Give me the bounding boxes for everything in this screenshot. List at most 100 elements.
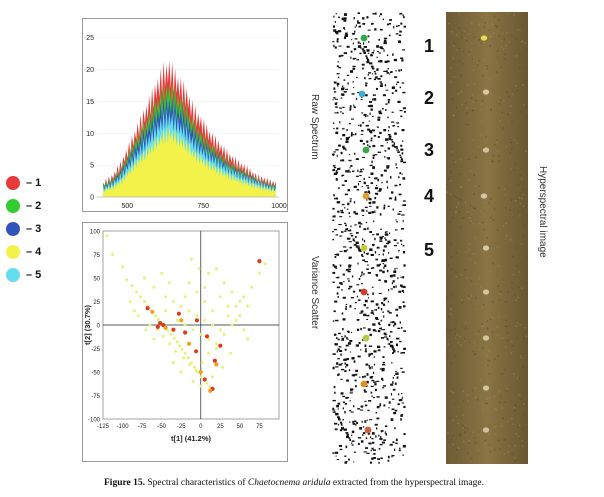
- mask-speck: [391, 362, 393, 364]
- mask-speck: [379, 403, 382, 406]
- hsi-texture: [447, 316, 450, 318]
- mask-speck: [395, 438, 398, 442]
- hsi-texture: [449, 180, 452, 182]
- mask-speck: [348, 159, 352, 162]
- hsi-texture: [491, 160, 493, 162]
- mask-speck: [382, 107, 384, 110]
- hsi-texture: [496, 26, 498, 28]
- mask-speck: [392, 348, 395, 351]
- mask-speck: [379, 188, 382, 191]
- raw-x-tick-label: 750: [197, 203, 209, 210]
- scatter-point-4: [234, 304, 238, 308]
- hsi-texture: [475, 283, 477, 285]
- mask-speck: [378, 254, 380, 256]
- hsi-texture: [499, 395, 502, 398]
- mask-speck: [374, 72, 377, 75]
- scatter-point-4: [218, 295, 222, 299]
- scatter-point-4: [263, 262, 267, 266]
- mask-speck: [333, 409, 336, 411]
- hsi-texture: [505, 206, 507, 209]
- mask-speck: [352, 420, 354, 424]
- hsi-texture: [467, 295, 470, 297]
- mask-speck: [394, 76, 398, 78]
- mask-speck: [360, 46, 362, 49]
- mask-speck: [386, 54, 389, 56]
- scatter-y-tick-label: -25: [91, 347, 100, 353]
- mask-speck: [370, 172, 374, 175]
- hsi-texture: [488, 78, 491, 80]
- mask-speck: [360, 349, 362, 351]
- mask-beetle-marker: [364, 426, 372, 434]
- mask-speck: [333, 81, 337, 84]
- hsi-texture: [475, 297, 477, 299]
- mask-speck: [383, 404, 386, 407]
- mask-speck: [384, 396, 388, 399]
- mask-speck: [377, 306, 380, 309]
- hsi-texture: [507, 113, 510, 115]
- hsi-texture: [493, 375, 495, 377]
- mask-speck: [373, 363, 376, 366]
- mask-speck: [340, 159, 342, 162]
- hsi-texture: [474, 262, 476, 264]
- mask-speck: [340, 392, 344, 395]
- mask-speck: [356, 284, 360, 286]
- hsi-beetle: [482, 289, 490, 295]
- hsi-texture: [446, 328, 449, 330]
- mask-speck: [388, 135, 392, 138]
- hsi-texture: [517, 184, 520, 186]
- scatter-point-4: [199, 384, 203, 388]
- hsi-texture: [497, 439, 500, 441]
- mask-speck: [386, 141, 388, 144]
- hsi-texture: [468, 50, 470, 53]
- hsi-texture: [526, 256, 528, 258]
- mask-speck: [363, 304, 366, 307]
- hsi-texture: [511, 345, 514, 347]
- mask-speck: [388, 73, 391, 75]
- hsi-texture: [520, 243, 523, 245]
- hsi-texture: [506, 12, 509, 15]
- hsi-texture: [474, 185, 476, 187]
- mask-speck: [375, 316, 378, 319]
- mask-speck: [342, 134, 346, 137]
- hsi-texture: [458, 12, 460, 14]
- hsi-texture: [516, 265, 518, 267]
- mask-speck: [400, 158, 403, 160]
- hsi-texture: [485, 402, 487, 404]
- hsi-texture: [479, 135, 482, 137]
- mask-speck: [339, 121, 341, 124]
- hsi-texture: [501, 29, 503, 31]
- mask-speck: [333, 29, 337, 32]
- mask-speck: [332, 353, 336, 355]
- mask-speck: [360, 133, 364, 135]
- mask-speck: [394, 409, 398, 412]
- hsi-texture: [460, 91, 463, 93]
- mask-speck: [392, 441, 395, 444]
- hsi-texture: [500, 291, 502, 293]
- caption-text-before: Spectral characteristics of: [145, 478, 248, 488]
- hsi-texture: [511, 287, 513, 290]
- mask-speck: [390, 383, 394, 386]
- mask-speck: [384, 231, 387, 233]
- scatter-x-tick-label: -125: [97, 424, 110, 430]
- hsi-texture: [491, 23, 493, 25]
- hsi-texture: [519, 215, 521, 217]
- mask-speck: [395, 370, 397, 373]
- mask-speck: [400, 276, 402, 278]
- hsi-texture: [499, 401, 501, 403]
- hsi-texture: [490, 108, 492, 111]
- scatter-point-4: [246, 337, 250, 341]
- mask-speck: [402, 291, 405, 294]
- hsi-texture: [471, 58, 474, 60]
- mask-speck: [387, 68, 389, 70]
- mask-speck: [384, 150, 387, 152]
- hsi-texture: [511, 453, 514, 455]
- hsi-texture: [488, 350, 490, 352]
- mask-speck: [374, 154, 378, 156]
- mask-speck: [343, 250, 347, 253]
- mask-speck: [351, 357, 355, 360]
- mask-speck: [344, 13, 346, 16]
- mask-speck: [367, 115, 369, 117]
- mask-speck: [335, 178, 338, 181]
- mask-speck: [389, 257, 393, 259]
- mask-speck: [336, 459, 340, 461]
